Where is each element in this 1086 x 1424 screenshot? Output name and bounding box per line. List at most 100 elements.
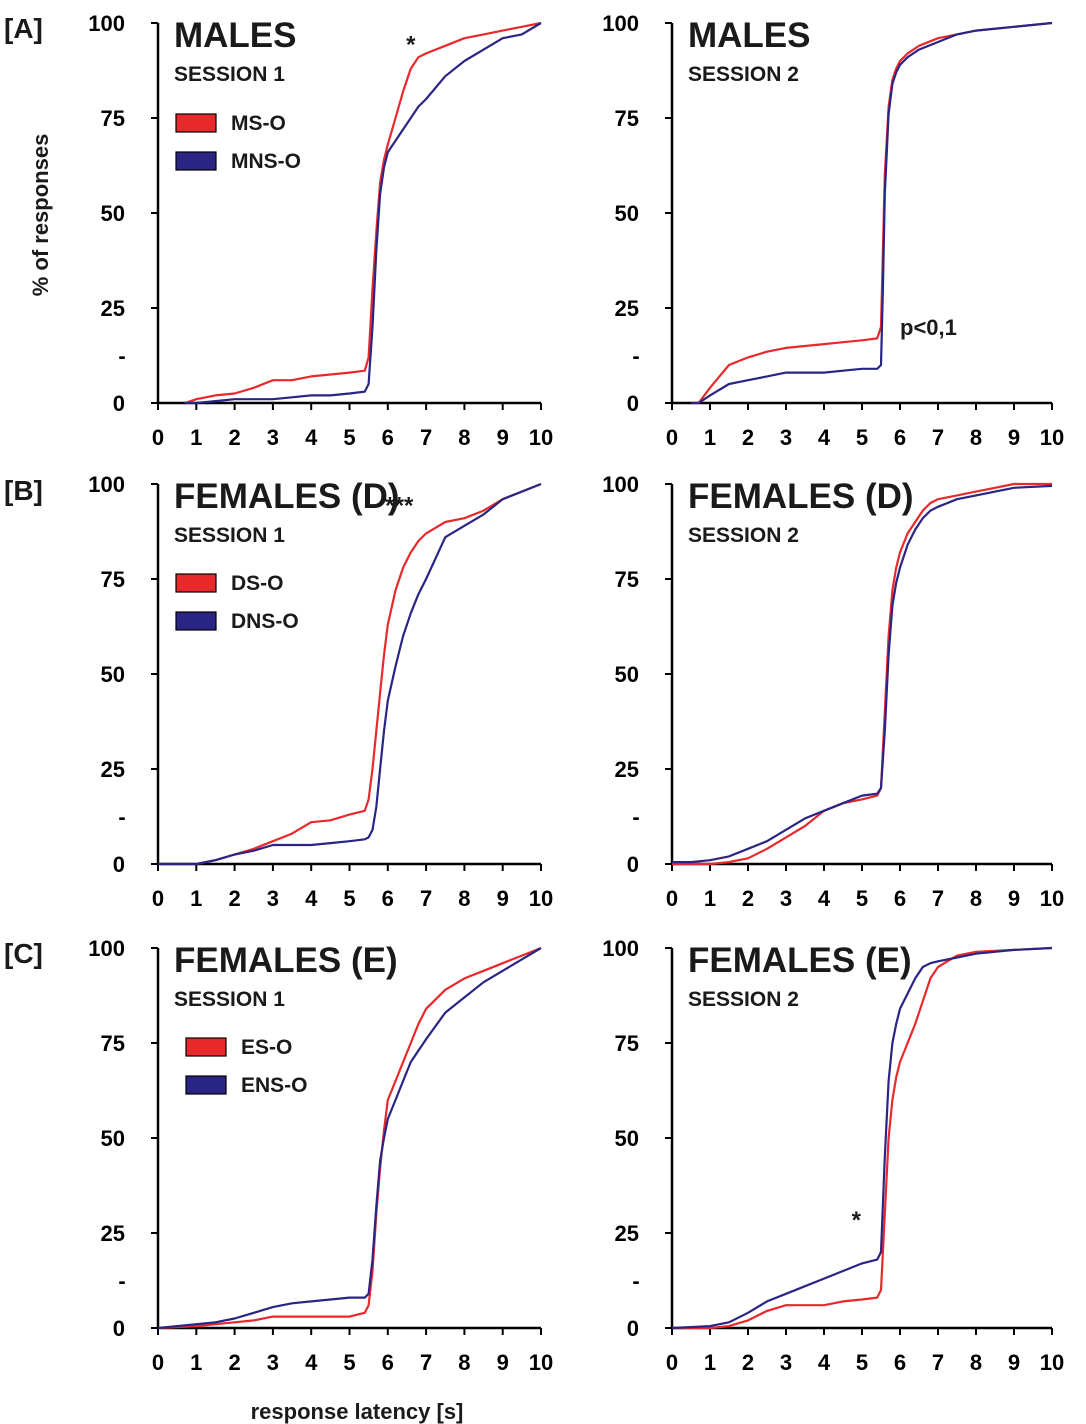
x-tick-label: 8 xyxy=(458,1350,470,1375)
series-line-ens-o xyxy=(671,946,1053,1330)
x-tick-label: 5 xyxy=(343,886,355,911)
y-tick-label: 75 xyxy=(615,106,639,131)
x-tick-label: 7 xyxy=(932,425,944,450)
legend-label: MNS-O xyxy=(231,150,301,173)
panel-title: FEMALES (E) xyxy=(688,941,912,980)
y-minor-tick-mark: - xyxy=(118,1269,125,1294)
legend-label: ENS-O xyxy=(241,1074,308,1097)
x-tick-label: 10 xyxy=(1040,1350,1064,1375)
x-tick-label: 9 xyxy=(497,425,509,450)
y-tick-label: 25 xyxy=(615,757,639,782)
series-line-ds-o xyxy=(158,482,542,866)
panel-title: MALES xyxy=(688,16,811,55)
y-minor-tick-mark: - xyxy=(118,805,125,830)
panel-session: SESSION 2 xyxy=(688,988,799,1011)
x-tick-label: 7 xyxy=(932,886,944,911)
x-tick-label: 3 xyxy=(267,425,279,450)
x-tick-label: 2 xyxy=(228,886,240,911)
legend: MS-O MNS-O xyxy=(175,112,301,173)
legend: DS-O DNS-O xyxy=(175,572,299,633)
x-tick-label: 4 xyxy=(818,425,831,450)
legend-swatch xyxy=(185,1075,227,1095)
y-minor-tick-mark: - xyxy=(632,1269,639,1294)
x-tick-label: 0 xyxy=(152,1350,164,1375)
x-tick-label: 7 xyxy=(420,1350,432,1375)
x-tick-label: 2 xyxy=(742,886,754,911)
x-tick-label: 5 xyxy=(856,425,868,450)
significance-annotation: *** xyxy=(385,492,414,519)
panel-session: SESSION 1 xyxy=(174,524,285,547)
chart-panel-6: 0 25 50 75 100 0 1 2 3 4 5 6 7 8 9 10 - FEMALES (E) SESSIO… xyxy=(602,936,1064,1375)
y-tick-label: 0 xyxy=(113,852,125,877)
x-tick-label: 8 xyxy=(970,886,982,911)
x-tick-label: 0 xyxy=(666,886,678,911)
y-tick-label: 25 xyxy=(101,757,125,782)
y-tick-label: 0 xyxy=(113,391,125,416)
x-tick-label: 4 xyxy=(818,886,831,911)
x-tick-label: 0 xyxy=(666,1350,678,1375)
chart-panel-2: 0 25 50 75 100 0 1 2 3 4 5 6 7 8 9 10 - MALES SESSION 2 p<0… xyxy=(602,11,1064,450)
x-tick-label: 9 xyxy=(497,886,509,911)
legend-label: ES-O xyxy=(241,1036,292,1059)
x-tick-label: 3 xyxy=(267,886,279,911)
chart-panel-3: 0 25 50 75 100 0 1 2 3 4 5 6 7 8 9 10 - FEMALES (D) SESSIO… xyxy=(88,472,553,911)
y-tick-label: 50 xyxy=(101,662,125,687)
x-tick-label: 6 xyxy=(894,425,906,450)
legend-swatch xyxy=(175,151,217,171)
x-tick-label: 4 xyxy=(818,1350,831,1375)
x-tick-label: 4 xyxy=(305,425,318,450)
x-tick-label: 9 xyxy=(1008,1350,1020,1375)
x-tick-label: 1 xyxy=(704,425,716,450)
y-tick-label: 100 xyxy=(88,936,125,961)
panel-title: FEMALES (D) xyxy=(174,477,400,516)
y-tick-label: 0 xyxy=(627,852,639,877)
legend-swatch xyxy=(175,113,217,133)
x-tick-label: 8 xyxy=(970,425,982,450)
panel-title: FEMALES (D) xyxy=(688,477,914,516)
y-tick-label: 50 xyxy=(101,1126,125,1151)
significance-annotation: * xyxy=(852,1207,862,1234)
x-tick-label: 7 xyxy=(932,1350,944,1375)
x-tick-label: 9 xyxy=(1008,425,1020,450)
x-tick-label: 6 xyxy=(894,886,906,911)
x-axis-title: response latency [s] xyxy=(251,1399,464,1424)
row-label-a: [A] xyxy=(4,13,43,44)
y-tick-label: 50 xyxy=(615,1126,639,1151)
x-tick-label: 1 xyxy=(704,886,716,911)
x-tick-label: 2 xyxy=(742,1350,754,1375)
x-tick-label: 6 xyxy=(382,886,394,911)
legend-swatch xyxy=(175,573,217,593)
chart-panel-1: 0 25 50 75 100 0 1 2 3 4 5 6 7 8 9 10 - MALES SESSION 1 MS-… xyxy=(88,11,553,450)
x-tick-label: 3 xyxy=(780,1350,792,1375)
y-tick-label: 100 xyxy=(602,472,639,497)
x-tick-label: 3 xyxy=(780,425,792,450)
x-tick-label: 9 xyxy=(497,1350,509,1375)
series-line-ens-o xyxy=(157,947,542,1330)
legend-label: DNS-O xyxy=(231,610,299,633)
series-line-ds-o xyxy=(672,482,1052,866)
x-tick-label: 1 xyxy=(190,1350,202,1375)
x-tick-label: 1 xyxy=(704,1350,716,1375)
panel-title: FEMALES (E) xyxy=(174,941,398,980)
legend-label: DS-O xyxy=(231,572,284,595)
x-tick-label: 6 xyxy=(894,1350,906,1375)
row-label-b: [B] xyxy=(4,475,43,506)
y-tick-label: 50 xyxy=(615,662,639,687)
x-tick-label: 7 xyxy=(420,886,432,911)
significance-annotation: * xyxy=(406,31,416,58)
y-tick-label: 25 xyxy=(615,1221,639,1246)
x-tick-label: 1 xyxy=(190,425,202,450)
x-tick-label: 6 xyxy=(382,1350,394,1375)
series-line-dns-o xyxy=(158,482,542,866)
y-tick-label: 75 xyxy=(615,1031,639,1056)
x-tick-label: 2 xyxy=(742,425,754,450)
panel-title: MALES xyxy=(174,16,297,55)
panel-session: SESSION 1 xyxy=(174,988,285,1011)
x-tick-label: 5 xyxy=(343,1350,355,1375)
x-tick-label: 0 xyxy=(152,425,164,450)
x-tick-label: 5 xyxy=(343,425,355,450)
x-tick-label: 0 xyxy=(666,425,678,450)
x-tick-label: 2 xyxy=(228,1350,240,1375)
x-tick-label: 10 xyxy=(529,425,553,450)
